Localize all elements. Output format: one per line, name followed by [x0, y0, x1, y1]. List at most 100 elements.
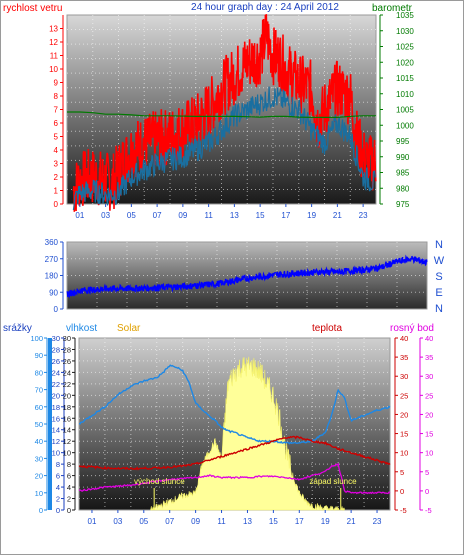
wind-axis-label: rychlost vetru: [3, 3, 62, 14]
barometer-axis-tick-label: 995: [396, 137, 410, 146]
humidity-axis-tick-label: 20: [35, 472, 43, 481]
rain-axis-tick-label: 24: [52, 368, 60, 377]
sunrise-annotation: východ slunce: [134, 477, 185, 486]
wind-axis-tick-label: 13: [49, 25, 58, 34]
solar-axis-tick-label: 16: [63, 414, 71, 423]
compass-label: E: [435, 287, 442, 299]
dew-point-axis-tick-label: 25: [425, 391, 433, 400]
humidity-axis-label: vlhkost: [66, 323, 97, 334]
x-axis-tick-label: 19: [321, 517, 330, 526]
direction-axis-tick-label: 180: [45, 272, 59, 281]
humidity-axis-tick-label: 50: [35, 420, 43, 429]
humidity-axis-tick-label: 10: [35, 489, 43, 498]
solar-axis-tick-label: 20: [63, 391, 71, 400]
x-axis-tick-label: 15: [269, 517, 278, 526]
temperature-axis-tick-label: 40: [400, 334, 408, 343]
barometer-axis-tick-label: 1035: [396, 11, 414, 20]
temperature-axis-tick-label: 10: [400, 449, 408, 458]
solar-axis-tick-label: 0: [67, 506, 71, 515]
rain-axis-label: srážky: [3, 323, 32, 334]
barometer-axis-tick-label: 980: [396, 184, 410, 193]
chart-title: 24 hour graph day : 24 April 2012: [191, 2, 339, 13]
wind-axis-tick-label: 5: [54, 133, 59, 142]
wind-axis-tick-label: 4: [54, 146, 59, 155]
temperature-axis-tick-label: 20: [400, 410, 408, 419]
barometer-axis-label: barometr: [372, 3, 413, 14]
x-axis-tick-label: 11: [204, 211, 213, 220]
x-axis-tick-label: 17: [281, 211, 290, 220]
direction-axis-tick-label: 360: [45, 238, 59, 247]
dew-point-axis-tick-label: 5: [425, 468, 429, 477]
x-axis-tick-label: 03: [101, 211, 110, 220]
solar-axis-tick-label: 4: [67, 483, 71, 492]
barometer-axis-tick-label: 1015: [396, 74, 414, 83]
x-axis-tick-label: 19: [307, 211, 316, 220]
humidity-axis-tick-label: 60: [35, 403, 43, 412]
wind-axis-tick-label: 2: [54, 173, 59, 182]
barometer-axis-tick-label: 1025: [396, 43, 414, 52]
x-axis-tick-label: 23: [373, 517, 382, 526]
rain-axis-tick-label: 16: [52, 414, 60, 423]
temperature-axis-tick-label: 25: [400, 391, 408, 400]
dew-point-axis-tick-label: 10: [425, 449, 433, 458]
dew-point-axis-tick-label: 40: [425, 334, 433, 343]
dew-point-axis-tick-label: 35: [425, 353, 433, 362]
compass-label: S: [435, 271, 442, 283]
solar-axis-tick-label: 26: [63, 357, 71, 366]
rain-axis-tick-label: 0: [56, 506, 60, 515]
wind-axis-tick-label: 12: [49, 38, 58, 47]
sunset-annotation: západ slunce: [309, 477, 357, 486]
direction-axis-tick-label: 0: [54, 305, 59, 314]
solar-axis-tick-label: 12: [63, 437, 71, 446]
rain-axis-tick-label: 28: [52, 345, 60, 354]
solar-axis-label: Solar: [117, 323, 141, 334]
wind-direction-series: [66, 254, 428, 299]
rain-axis-tick-label: 14: [52, 426, 60, 435]
temperature-axis-tick-label: 30: [400, 372, 408, 381]
solar-axis-tick-label: 2: [67, 495, 71, 504]
barometer-axis-tick-label: 1000: [396, 121, 414, 130]
solar-axis-tick-label: 24: [63, 368, 71, 377]
humidity-axis-tick-label: 70: [35, 386, 43, 395]
humidity-axis-tick-label: 30: [35, 454, 43, 463]
barometer-axis-tick-label: 985: [396, 169, 410, 178]
rain-axis-tick-label: 22: [52, 380, 60, 389]
wind-axis-tick-label: 3: [54, 160, 59, 169]
solar-axis-tick-label: 30: [63, 334, 71, 343]
compass-label: N: [435, 239, 443, 251]
temperature-axis-tick-label: 5: [400, 468, 404, 477]
barometer-axis-tick-label: 1010: [396, 90, 414, 99]
solar-axis-tick-label: 28: [63, 345, 71, 354]
rain-axis-bar: [48, 338, 52, 510]
temperature-axis-tick-label: 15: [400, 430, 408, 439]
x-axis-tick-label: 21: [333, 211, 342, 220]
humidity-series: [78, 364, 391, 445]
barometer-axis-tick-label: 1030: [396, 27, 414, 36]
x-axis-tick-label: 01: [88, 517, 97, 526]
wind-axis-tick-label: 1: [54, 187, 59, 196]
rain-axis-tick-label: 20: [52, 391, 60, 400]
dew-point-axis-tick-label: 20: [425, 410, 433, 419]
wind-axis-tick-label: 9: [54, 79, 59, 88]
solar-axis-tick-label: 10: [63, 449, 71, 458]
x-axis-tick-label: 17: [295, 517, 304, 526]
wind-axis-tick-label: 8: [54, 92, 59, 101]
x-axis-tick-label: 23: [359, 211, 368, 220]
barometer-series: [67, 111, 376, 118]
rain-axis-tick-label: 12: [52, 437, 60, 446]
rain-axis-tick-label: 26: [52, 357, 60, 366]
wind-axis-tick-label: 0: [54, 200, 59, 209]
wind-axis-tick-label: 6: [54, 119, 59, 128]
solar-axis-tick-label: 18: [63, 403, 71, 412]
temperature-axis-tick-label: 35: [400, 353, 408, 362]
rain-axis-tick-label: 30: [52, 334, 60, 343]
barometer-axis-tick-label: 1005: [396, 106, 414, 115]
solar-axis-tick-label: 8: [67, 460, 71, 469]
x-axis-tick-label: 09: [191, 517, 200, 526]
rain-axis-tick-label: 4: [56, 483, 60, 492]
dew-point-axis-tick-label: 15: [425, 430, 433, 439]
x-axis-tick-label: 01: [75, 211, 84, 220]
dew-point-axis-label: rosný bod: [390, 323, 434, 334]
temperature-axis-label: teplota: [312, 323, 342, 334]
